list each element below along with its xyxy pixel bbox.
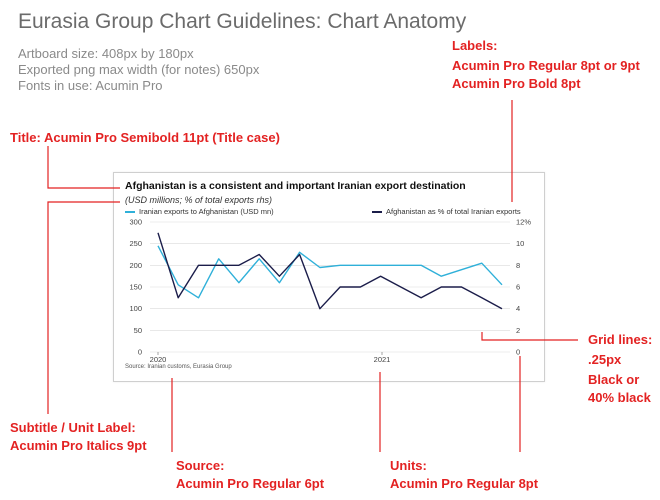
legend-swatch-teal <box>125 210 135 213</box>
title-leader-line <box>47 146 120 189</box>
y-left-tick-label: 100 <box>129 304 142 313</box>
y-right-tick-label: 8 <box>516 261 520 270</box>
artboard-size-text: Artboard size: 408px by 180px <box>18 46 194 61</box>
chart-source: Source: Iranian customs, Eurasia Group <box>125 364 232 370</box>
legend-swatch-navy <box>372 210 382 213</box>
units-annotation-line2: Acumin Pro Regular 8pt <box>390 476 539 491</box>
y-left-tick-label: 150 <box>129 283 142 292</box>
y-left-tick-label: 0 <box>138 348 142 357</box>
page-title: Eurasia Group Chart Guidelines: Chart An… <box>18 10 467 33</box>
y-right-tick-label: 6 <box>516 283 520 292</box>
grid-annotation-line3: Black or <box>588 372 640 387</box>
y-right-tick-label: 10 <box>516 239 524 248</box>
chart-card <box>113 172 545 382</box>
y-left-tick-label: 250 <box>129 239 142 248</box>
chart-subtitle: (USD millions; % of total exports rhs) <box>125 195 273 205</box>
subtitle-leader-line <box>47 201 120 414</box>
subtitle-annotation-line2: Acumin Pro Italics 9pt <box>10 438 147 453</box>
y-right-tick-label: 4 <box>516 304 520 313</box>
y-left-tick-label: 200 <box>129 261 142 270</box>
grid-leader-line <box>481 332 578 341</box>
grid-annotation-line4: 40% black <box>588 390 651 405</box>
labels-annotation-heading: Labels: <box>452 38 498 53</box>
y-right-tick-label: 0 <box>516 348 520 357</box>
units-annotation-heading: Units: <box>390 458 427 473</box>
x-tick-label: 2020 <box>150 355 167 364</box>
grid-annotation-line2: .25px <box>588 352 622 367</box>
y-left-tick-label: 300 <box>129 218 142 227</box>
x-tick-label: 2021 <box>374 355 391 364</box>
series-line-share <box>157 232 503 310</box>
legend-label-share: Afghanistan as % of total Iranian export… <box>386 207 521 216</box>
fonts-in-use-text: Fonts in use: Acumin Pro <box>18 78 163 93</box>
y-right-tick-label: 12% <box>516 218 531 227</box>
legend-label-exports: Iranian exports to Afghanistan (USD mn) <box>139 207 274 216</box>
labels-annotation-line2: Acumin Pro Bold 8pt <box>452 76 581 91</box>
y-left-tick-label: 50 <box>134 326 142 335</box>
y-right-tick-label: 2 <box>516 326 520 335</box>
series-line-exports <box>157 245 503 299</box>
legend-item-share: Afghanistan as % of total Iranian export… <box>372 207 521 216</box>
source-annotation-line2: Acumin Pro Regular 6pt <box>176 476 325 491</box>
title-annotation: Title: Acumin Pro Semibold 11pt (Title c… <box>10 130 280 145</box>
labels-annotation-line1: Acumin Pro Regular 8pt or 9pt <box>452 58 640 73</box>
legend-item-exports: Iranian exports to Afghanistan (USD mn) <box>125 207 274 216</box>
subtitle-annotation-heading: Subtitle / Unit Label: <box>10 420 136 435</box>
chart-title: Afghanistan is a consistent and importan… <box>125 180 466 192</box>
grid-annotation-heading: Grid lines: <box>588 332 653 347</box>
export-width-text: Exported png max width (for notes) 650px <box>18 62 260 77</box>
source-annotation-heading: Source: <box>176 458 225 473</box>
